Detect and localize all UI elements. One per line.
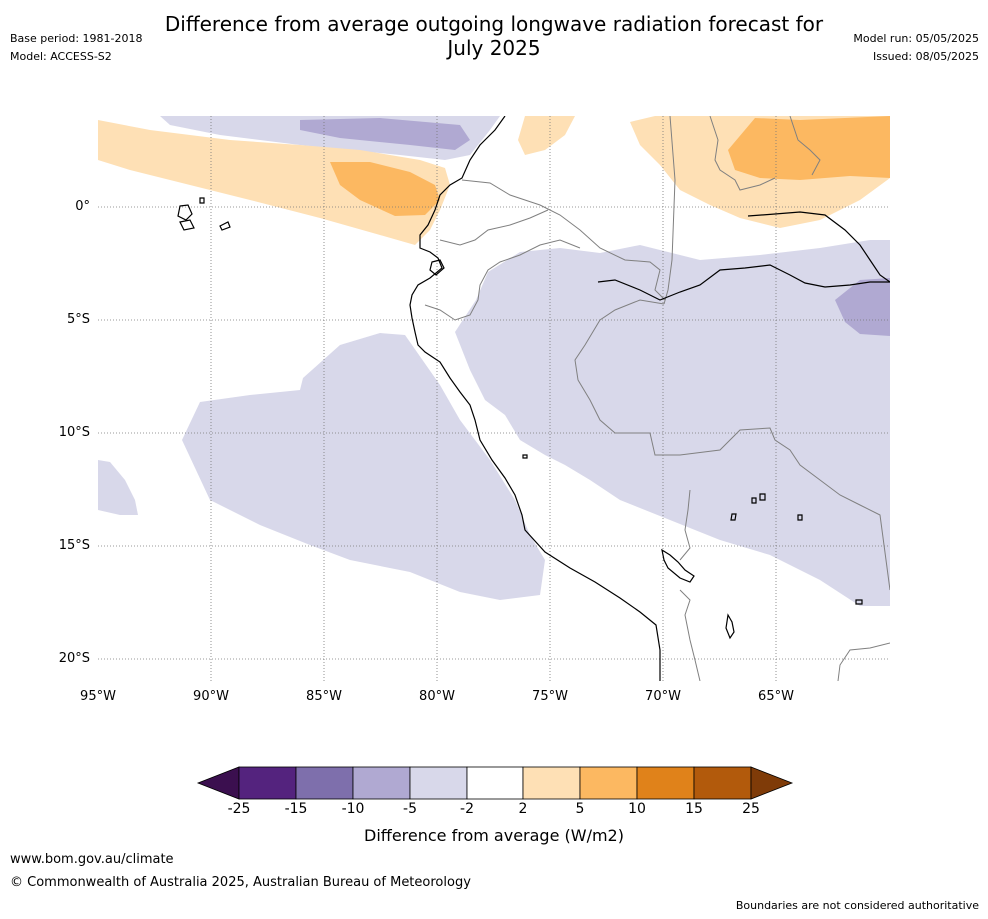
lon-label-95w: 95°W xyxy=(80,689,116,704)
lon-label-80w: 80°W xyxy=(419,689,455,704)
colorbar-swatch xyxy=(352,766,411,800)
colorbar-tick: 5 xyxy=(575,801,585,817)
lat-label-15s: 15°S xyxy=(58,538,90,553)
colorbar-tick: -15 xyxy=(284,801,308,817)
anomaly-region-neg-east-mid xyxy=(835,278,890,336)
colorbar-tick: -10 xyxy=(341,801,365,817)
lat-label-20s: 20°S xyxy=(58,651,90,666)
colorbar-swatch xyxy=(466,766,524,800)
lon-label-75w: 75°W xyxy=(532,689,568,704)
colorbar-tick: -25 xyxy=(227,801,251,817)
title-line-2: July 2025 xyxy=(447,36,541,60)
anomaly-region-pos-pacific xyxy=(98,120,450,245)
lon-label-90w: 90°W xyxy=(193,689,229,704)
colorbar-swatch xyxy=(238,766,297,800)
title-line-1: Difference from average outgoing longwav… xyxy=(164,12,824,36)
colorbar-extend-low xyxy=(196,766,240,800)
colorbar-swatch xyxy=(522,766,581,800)
issued-date: Issued: 08/05/2025 xyxy=(872,50,979,63)
colorbar-swatch xyxy=(409,766,468,800)
anomaly-region-neg-pacific xyxy=(182,333,545,600)
colorbar-swatch xyxy=(295,766,354,800)
country-borders xyxy=(424,116,890,681)
model-run: Model run: 05/05/2025 xyxy=(853,32,979,45)
colorbar-tick: -2 xyxy=(460,801,474,817)
colorbar-swatch xyxy=(693,766,752,800)
lat-label-0: 0° xyxy=(75,199,90,214)
copyright-text: © Commonwealth of Australia 2025, Austra… xyxy=(10,875,471,890)
meta-left: Base period: 1981-2018 Model: ACCESS-S2 xyxy=(10,30,142,66)
colorbar-tick: 25 xyxy=(742,801,760,817)
anomaly-region-pos-pacific-core xyxy=(330,162,440,216)
lat-label-10s: 10°S xyxy=(58,425,90,440)
colorbar-tick: 2 xyxy=(518,801,528,817)
map-area xyxy=(98,116,890,681)
lat-label-5s: 5°S xyxy=(66,312,90,327)
anomaly-region-pos-northeast-core xyxy=(728,116,890,180)
lon-label-70w: 70°W xyxy=(645,689,681,704)
model-name: Model: ACCESS-S2 xyxy=(10,50,112,63)
website-link[interactable]: www.bom.gov.au/climate xyxy=(10,852,174,867)
lon-label-85w: 85°W xyxy=(306,689,342,704)
colorbar-swatch xyxy=(636,766,695,800)
coastlines xyxy=(177,116,890,681)
anomaly-region-neg-continent xyxy=(455,240,890,606)
colorbar-tick: -5 xyxy=(403,801,417,817)
colorbar-tick: 10 xyxy=(628,801,646,817)
colorbar-tick: 15 xyxy=(685,801,703,817)
disclaimer-text: Boundaries are not considered authoritat… xyxy=(735,899,979,912)
colorbar-swatch xyxy=(579,766,638,800)
anomaly-region-neg-north-mid xyxy=(300,118,470,150)
meta-right: Model run: 05/05/2025 Issued: 08/05/2025 xyxy=(853,30,979,66)
colorbar-title: Difference from average (W/m2) xyxy=(364,826,624,845)
colorbar-extend-high xyxy=(750,766,794,800)
anomaly-region-pos-north-coast xyxy=(518,116,575,155)
base-period: Base period: 1981-2018 xyxy=(10,32,143,45)
map-title: Difference from average outgoing longwav… xyxy=(0,12,988,60)
graticule xyxy=(98,116,890,681)
anomaly-region-neg-corner xyxy=(98,460,138,515)
lon-label-65w: 65°W xyxy=(758,689,794,704)
